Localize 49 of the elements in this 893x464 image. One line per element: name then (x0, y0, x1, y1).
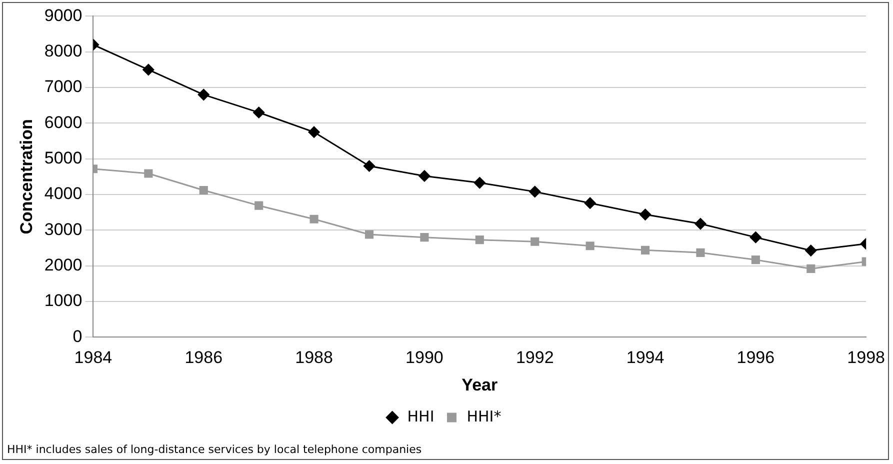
point (254, 201, 264, 210)
point (805, 244, 817, 256)
y-tick-label: 7000 (44, 77, 82, 96)
point (142, 64, 154, 76)
x-tick-label: 1992 (516, 348, 554, 368)
y-tick-label: 5000 (44, 148, 82, 168)
point (751, 256, 760, 264)
legend-label: HHI* (466, 407, 502, 426)
y-tick-label: 4000 (44, 184, 82, 204)
y-tick-label: 0 (72, 326, 82, 346)
point (696, 248, 705, 257)
point (144, 169, 153, 178)
x-axis-title: Year (462, 375, 498, 394)
y-tick-label: 1000 (44, 291, 82, 310)
x-tick-label: 1986 (184, 348, 223, 368)
point (586, 242, 594, 250)
x-tick-label: 1988 (295, 348, 333, 368)
legend-label: HHI (407, 407, 434, 426)
y-tick-label: 9000 (44, 6, 82, 25)
point (310, 214, 318, 224)
point (420, 233, 429, 242)
point (253, 106, 265, 118)
point (364, 230, 374, 239)
x-tick-label: 1994 (626, 348, 664, 368)
point (363, 160, 375, 172)
point (584, 197, 596, 209)
point (806, 264, 816, 274)
point (530, 237, 540, 246)
point (199, 186, 208, 195)
y-axis-title: Concentration (16, 119, 36, 234)
point (474, 177, 486, 189)
point (640, 246, 650, 254)
y-tick-label: 6000 (44, 112, 82, 132)
y-tick-label: 2000 (44, 256, 82, 275)
point (640, 208, 652, 220)
point (475, 236, 484, 244)
text: HHI* includes sales of long-distance services by local telephone companies (7, 443, 422, 456)
point (750, 232, 762, 244)
point (418, 170, 430, 182)
point (529, 186, 541, 198)
x-tick-label: 1996 (736, 348, 775, 368)
point (308, 126, 320, 138)
point (694, 218, 706, 230)
y-tick-label: 3000 (44, 220, 82, 239)
x-tick-label: 1990 (406, 348, 444, 368)
x-tick-label: 1998 (847, 348, 886, 368)
point (198, 88, 210, 100)
y-tick-label: 8000 (44, 42, 82, 61)
x-tick-label: 1984 (74, 348, 112, 368)
